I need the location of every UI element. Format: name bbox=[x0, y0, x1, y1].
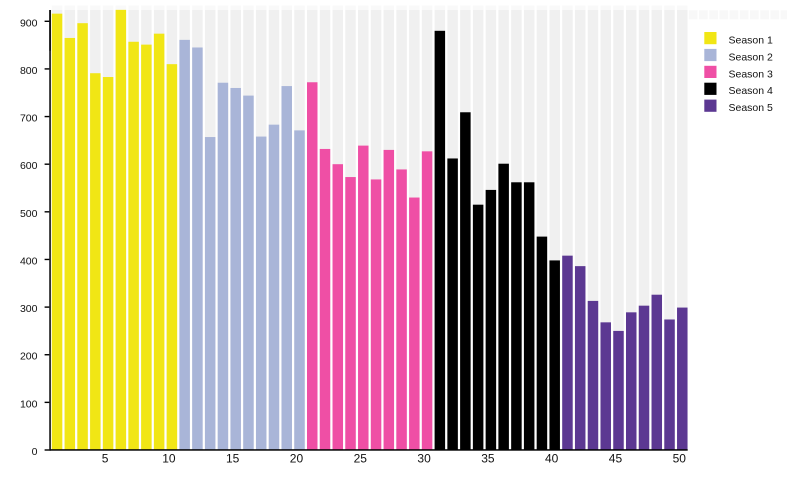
svg-text:40: 40 bbox=[545, 452, 559, 466]
svg-text:900: 900 bbox=[20, 17, 38, 29]
svg-text:Season 5: Season 5 bbox=[729, 102, 774, 114]
svg-text:300: 300 bbox=[20, 303, 38, 315]
svg-text:30: 30 bbox=[417, 452, 431, 466]
svg-text:20: 20 bbox=[290, 452, 304, 466]
svg-text:0: 0 bbox=[32, 446, 38, 458]
svg-text:50: 50 bbox=[673, 452, 687, 466]
svg-text:Season 4: Season 4 bbox=[729, 85, 774, 97]
svg-text:45: 45 bbox=[609, 452, 623, 466]
svg-text:600: 600 bbox=[20, 160, 38, 172]
svg-text:500: 500 bbox=[20, 208, 38, 220]
svg-text:200: 200 bbox=[20, 351, 38, 363]
svg-text:800: 800 bbox=[20, 65, 38, 77]
svg-text:Season 3: Season 3 bbox=[729, 68, 774, 80]
svg-text:25: 25 bbox=[354, 452, 368, 466]
svg-text:700: 700 bbox=[20, 113, 38, 125]
svg-text:Season 1: Season 1 bbox=[729, 35, 774, 47]
svg-text:5: 5 bbox=[102, 452, 109, 466]
svg-text:400: 400 bbox=[20, 255, 38, 267]
svg-text:15: 15 bbox=[226, 452, 240, 466]
svg-text:35: 35 bbox=[481, 452, 495, 466]
svg-text:100: 100 bbox=[20, 398, 38, 410]
svg-text:Season 2: Season 2 bbox=[729, 51, 774, 63]
svg-text:10: 10 bbox=[162, 452, 176, 466]
